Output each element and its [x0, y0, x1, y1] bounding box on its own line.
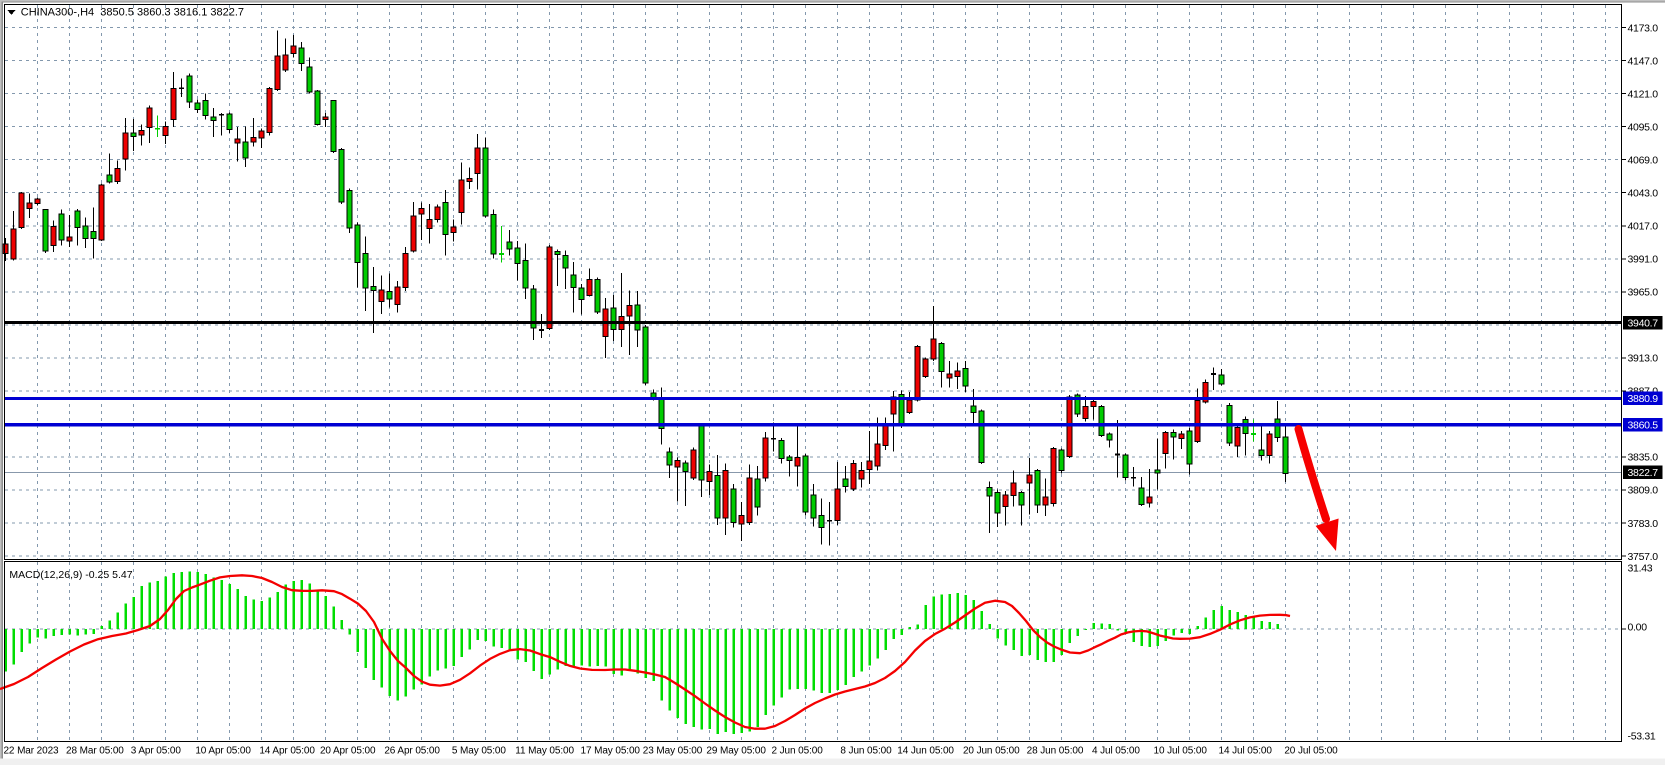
svg-text:5 May 05:00: 5 May 05:00: [452, 746, 506, 757]
svg-text:4043.0: 4043.0: [1628, 187, 1659, 199]
svg-text:20 Jun 05:00: 20 Jun 05:00: [963, 746, 1020, 757]
svg-text:3940.7: 3940.7: [1628, 317, 1659, 329]
svg-text:4 Jul 05:00: 4 Jul 05:00: [1092, 746, 1140, 757]
svg-text:14 Jun 05:00: 14 Jun 05:00: [897, 746, 954, 757]
svg-text:4069.0: 4069.0: [1628, 154, 1659, 166]
svg-text:29 May 05:00: 29 May 05:00: [706, 746, 766, 757]
svg-text:10 Jul 05:00: 10 Jul 05:00: [1154, 746, 1208, 757]
svg-text:14 Jul 05:00: 14 Jul 05:00: [1219, 746, 1273, 757]
svg-text:3822.7: 3822.7: [1628, 467, 1659, 479]
svg-text:4147.0: 4147.0: [1628, 55, 1659, 67]
svg-text:14 Apr 05:00: 14 Apr 05:00: [259, 746, 315, 757]
svg-text:4121.0: 4121.0: [1628, 88, 1659, 100]
svg-text:31.43: 31.43: [1628, 563, 1653, 575]
svg-text:10 Apr 05:00: 10 Apr 05:00: [195, 746, 251, 757]
svg-text:8 Jun 05:00: 8 Jun 05:00: [840, 746, 892, 757]
svg-text:3991.0: 3991.0: [1628, 254, 1659, 266]
svg-text:20 Jul 05:00: 20 Jul 05:00: [1284, 746, 1338, 757]
svg-text:CHINA300-,H4 3850.5 3860.3 38: CHINA300-,H4 3850.5 3860.3 3816.1 3822.7: [21, 7, 244, 19]
svg-text:3835.0: 3835.0: [1628, 452, 1659, 464]
svg-text:22 Mar 2023: 22 Mar 2023: [3, 746, 59, 757]
svg-text:11 May 05:00: 11 May 05:00: [515, 746, 574, 757]
svg-text:3757.0: 3757.0: [1628, 551, 1659, 563]
svg-text:3783.0: 3783.0: [1628, 518, 1659, 530]
svg-text:-53.31: -53.31: [1628, 730, 1656, 742]
svg-text:3880.9: 3880.9: [1628, 393, 1659, 405]
svg-text:MACD(12,26,9) -0.25 5.47: MACD(12,26,9) -0.25 5.47: [9, 569, 132, 581]
svg-text:4173.0: 4173.0: [1628, 22, 1659, 34]
svg-text:3 Apr 05:00: 3 Apr 05:00: [131, 746, 182, 757]
svg-text:26 Apr 05:00: 26 Apr 05:00: [384, 746, 440, 757]
svg-text:2 Jun 05:00: 2 Jun 05:00: [772, 746, 824, 757]
svg-text:28 Mar 05:00: 28 Mar 05:00: [66, 746, 124, 757]
svg-text:3809.0: 3809.0: [1628, 485, 1659, 497]
svg-text:3913.0: 3913.0: [1628, 353, 1659, 365]
svg-text:20 Apr 05:00: 20 Apr 05:00: [320, 746, 376, 757]
svg-text:23 May 05:00: 23 May 05:00: [643, 746, 703, 757]
svg-text:4095.0: 4095.0: [1628, 121, 1659, 133]
svg-text:3860.5: 3860.5: [1628, 419, 1659, 431]
svg-text:4017.0: 4017.0: [1628, 221, 1659, 233]
svg-text:17 May 05:00: 17 May 05:00: [580, 746, 640, 757]
svg-text:28 Jun 05:00: 28 Jun 05:00: [1027, 746, 1084, 757]
svg-text:3965.0: 3965.0: [1628, 287, 1659, 299]
svg-text:0.00: 0.00: [1628, 622, 1648, 634]
